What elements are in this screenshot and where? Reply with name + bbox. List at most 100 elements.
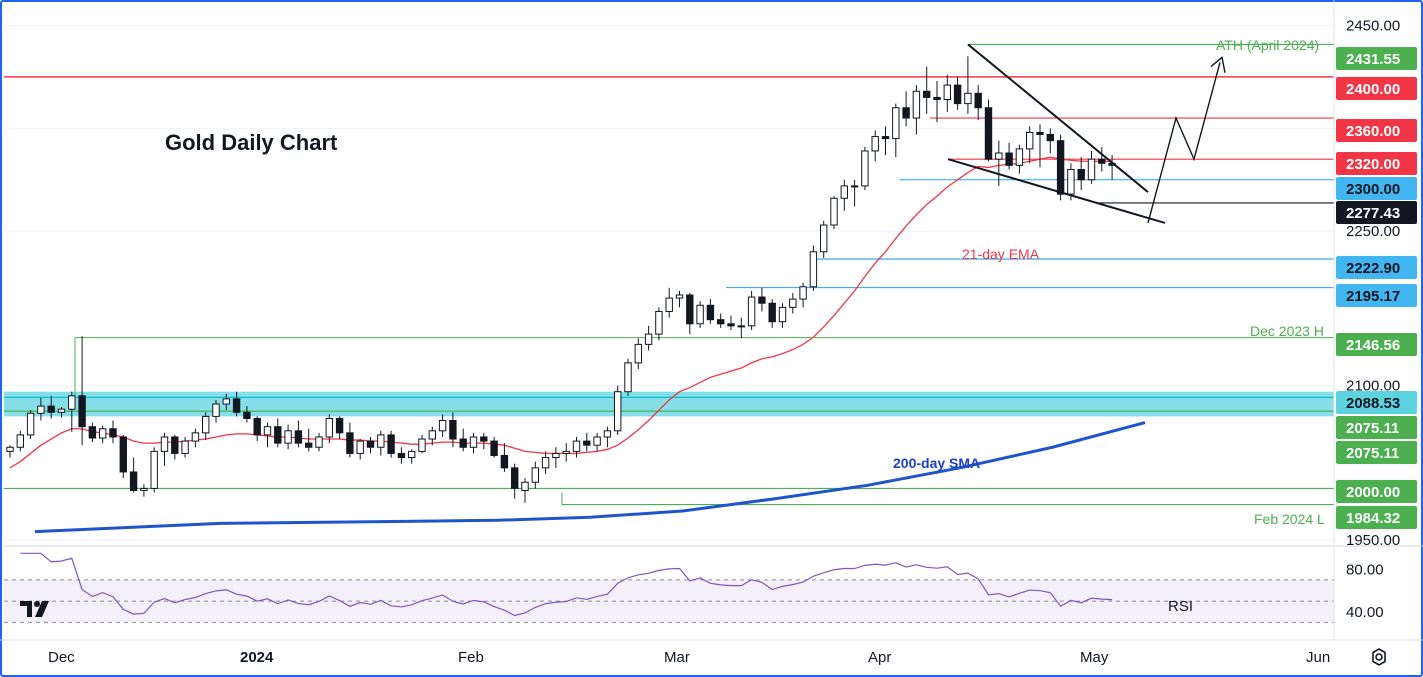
candle-body [644,333,653,345]
price-tag-label: 2277.43 [1346,205,1400,222]
candle [583,432,591,452]
candle [160,432,169,466]
candle [902,91,910,127]
candle-body [953,84,962,105]
candle-body [737,325,745,328]
trend-drawings [947,43,1226,224]
time-tick-label: Apr [868,649,891,666]
candle-body [583,440,591,446]
candle [274,418,282,448]
candle [799,282,807,308]
price-tag [1336,416,1417,439]
candle [572,436,581,458]
candle [984,99,993,162]
candle [191,428,200,448]
candle-body [232,398,241,413]
candle [109,420,117,444]
candle-body [902,107,910,119]
candle [68,391,76,432]
candle-body [222,398,231,405]
candle-body [675,294,684,299]
candle-body [593,436,601,446]
candle-body [78,395,86,428]
candle-body [696,304,704,325]
candle-body [572,440,581,452]
candle-body [1046,133,1054,142]
candle [253,416,261,442]
rsi-label: RSI [1168,598,1193,615]
candle [881,126,890,156]
sma200-line [34,421,1146,534]
candle [531,461,539,489]
candle [706,299,715,324]
candle-body [747,296,756,327]
candle-body [109,428,117,438]
candle [377,430,385,456]
candle [490,436,498,458]
candle [1077,157,1085,191]
candle-body [717,319,725,325]
candle-body [871,136,879,152]
candle-body [964,92,972,105]
candle [325,414,334,444]
candle [449,412,457,448]
candle [789,292,797,314]
candle [222,393,231,411]
candle [88,422,97,443]
candle-body [366,440,375,448]
candle-body [799,286,807,300]
candle [47,395,55,419]
candle [356,439,364,460]
candle-body [820,224,828,253]
price-tag [1336,256,1417,279]
candle-body [706,304,715,321]
sma200-path [34,421,1146,534]
candle [37,397,45,421]
candle-body [6,446,14,452]
candle [768,299,776,328]
candle-body [655,310,663,335]
price-tag-label: 2075.11 [1346,420,1399,437]
candle [428,426,437,446]
price-tag-label: 2320.00 [1346,156,1400,173]
annotation-dec-high: Dec 2023 H [1250,323,1324,339]
candle [263,422,272,448]
candle [150,447,158,493]
candle [243,406,251,423]
candle-body [418,438,426,452]
candle [634,338,642,370]
price-tag [1336,152,1417,175]
candle-body [480,436,488,442]
candle-body [531,467,539,483]
candle [57,407,66,418]
candle-body [840,185,848,199]
candle [747,290,756,330]
price-tick-label: 2100.00 [1346,378,1400,395]
time-tick-label: May [1080,649,1109,666]
time-tick-label: Mar [664,649,690,666]
candle-body [57,408,66,413]
time-axis: Dec 2024 Feb Mar Apr May Jun [0,639,1423,666]
candle-body [88,426,97,439]
candle-body [356,440,364,454]
candle [99,425,107,444]
candle [1087,150,1096,184]
candle [675,290,684,308]
candle [16,430,25,452]
grid-lines [4,24,1334,541]
price-tag [1336,480,1417,503]
projection-arrowhead [1210,56,1226,73]
candle [418,434,426,454]
candle [397,447,406,464]
candle-body [768,302,776,323]
tradingview-logo [20,601,49,617]
rsi-tick-label: 80.00 [1346,561,1384,578]
candle-body [603,430,612,438]
candle-body [171,436,179,454]
candle [686,292,694,335]
candle-body [253,417,261,436]
candle-body [861,150,869,187]
gear-icon[interactable] [1368,646,1390,668]
